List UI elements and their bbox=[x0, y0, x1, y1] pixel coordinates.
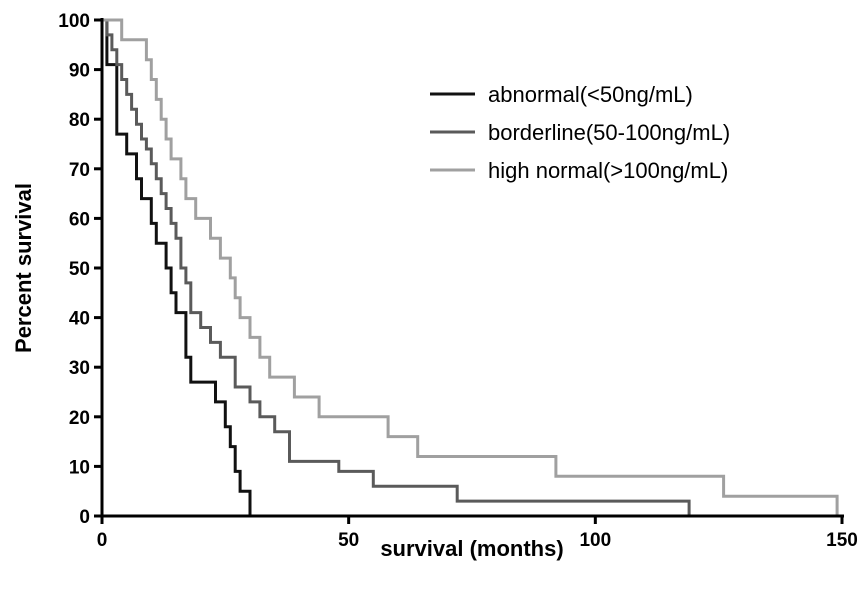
y-axis-label: Percent survival bbox=[11, 183, 36, 353]
x-axis-label: survival (months) bbox=[380, 536, 563, 561]
y-tick-label: 100 bbox=[58, 11, 90, 32]
y-tick-label: 80 bbox=[69, 110, 90, 131]
legend-label-2: borderline(50-100ng/mL) bbox=[488, 120, 730, 145]
y-tick-label: 0 bbox=[79, 507, 90, 528]
y-tick-label: 60 bbox=[69, 209, 90, 230]
series-line-2 bbox=[102, 18, 691, 516]
series-line-3 bbox=[102, 18, 839, 516]
y-tick-label: 70 bbox=[69, 160, 90, 181]
x-tick-label: 150 bbox=[826, 530, 858, 551]
y-tick-label: 30 bbox=[69, 358, 90, 379]
legend-label-3: high normal(>100ng/mL) bbox=[488, 158, 728, 183]
y-tick-label: 10 bbox=[69, 457, 90, 478]
legend: abnormal(<50ng/mL) borderline(50-100ng/mL… bbox=[430, 82, 730, 183]
y-tick-label: 50 bbox=[69, 259, 90, 280]
legend-label-1: abnormal(<50ng/mL) bbox=[488, 82, 693, 107]
series-line-1 bbox=[102, 18, 260, 518]
series-layer bbox=[102, 18, 839, 518]
y-tick-label: 90 bbox=[69, 61, 90, 82]
x-tick-label: 100 bbox=[579, 530, 611, 551]
x-tick-label: 0 bbox=[97, 530, 108, 551]
y-tick-label: 20 bbox=[69, 408, 90, 429]
y-tick-label: 40 bbox=[69, 309, 90, 330]
x-tick-label: 50 bbox=[338, 530, 359, 551]
axes-layer: 0 10 20 30 40 50 60 70 80 90 100 0 50 100 150 bbox=[58, 11, 858, 551]
